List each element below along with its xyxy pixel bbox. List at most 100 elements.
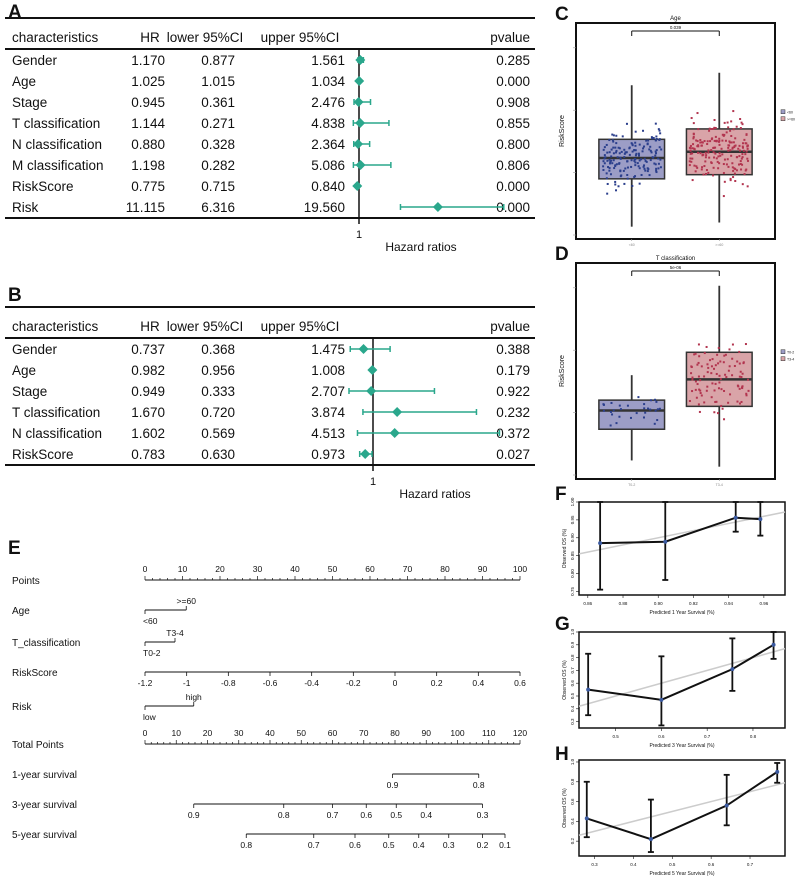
axis-tick-label: 0.4 [472,678,484,688]
data-point [643,164,646,167]
x-tick-label: 0.5 [612,734,619,739]
column-header: upper 95%CI [261,319,340,334]
data-point [636,162,639,165]
data-point [732,110,735,113]
data-point [645,139,648,142]
data-point [689,157,692,160]
data-point [721,407,724,410]
data-point [651,137,654,140]
table-cell: 0.232 [496,405,530,420]
data-point [736,400,739,403]
plot-frame [578,631,786,729]
data-point [740,168,743,171]
table-cell: 0.000 [496,74,530,89]
box-0 [598,399,666,430]
data-point [646,407,649,410]
data-point [724,373,727,376]
data-point [733,145,736,148]
column-header: characteristics [12,30,99,45]
data-point [696,383,699,386]
hr-diamond [366,386,377,396]
row-label: N classification [12,137,102,152]
data-point [746,157,749,160]
data-point [738,402,741,405]
y-tick-label: 0.6 [570,798,575,805]
data-point [609,162,612,165]
data-point [659,158,662,161]
y-tick-label: 0.95 [570,515,575,524]
data-point [658,146,661,149]
data-point [727,144,730,147]
calibration-point [733,515,738,520]
data-point [699,152,702,155]
data-point [705,169,708,172]
x-tick-label: <60 [629,243,635,247]
data-point [711,382,714,385]
data-point [614,146,617,149]
axis-tick-label: 10 [172,728,182,738]
legend-label: >=60 [787,118,795,122]
data-point [744,343,747,346]
ideal-line [578,782,786,836]
data-point [619,157,622,160]
data-point [610,401,613,404]
table-cell: 0.000 [496,179,530,194]
axis-tick-label: 0.1 [499,840,511,850]
data-point [707,151,710,154]
row-label: RiskScore [12,179,74,194]
data-point [704,172,707,175]
panel-label-f: F [555,484,567,505]
row-label: Age [12,74,36,89]
data-point [689,147,692,150]
data-point [643,407,646,410]
hr-diamond [353,97,364,107]
data-point [630,165,633,168]
table-cell: 0.783 [131,447,165,462]
data-point [608,158,611,161]
x-tick-label: 0.94 [724,601,733,606]
plot-frame [575,22,776,240]
data-point [658,407,661,410]
data-point [726,158,729,161]
table-cell: 0.328 [201,137,235,152]
data-point [697,361,700,364]
axis-tick-label: 0.8 [278,810,290,820]
hr-diamond [354,76,365,86]
axis-tick-label: 0.2 [431,678,443,688]
data-point [615,149,618,152]
table-cell: 2.476 [311,95,345,110]
legend-swatch [780,356,786,361]
data-point [729,129,732,132]
data-point [648,148,651,151]
data-point [615,142,618,145]
data-point [602,409,605,412]
data-point [689,152,692,155]
data-point [602,168,605,171]
data-point [602,403,605,406]
axis-tick-label: 0.2 [477,840,489,850]
data-point [739,118,742,121]
data-point [615,151,618,154]
data-point [706,385,709,388]
data-point [691,157,694,160]
table-cell: 0.715 [201,179,235,194]
data-point [706,371,709,374]
y-tick-label: 0.4 [570,705,575,712]
data-point [714,382,717,385]
table-cell: 1.144 [131,116,165,131]
data-point [711,358,714,361]
plot-title: T classification [656,256,695,262]
legend-swatch [780,109,786,114]
data-point [655,169,658,172]
data-point [720,388,723,391]
axis-tick-label: 10 [178,564,188,574]
axis-tick-label: 80 [390,728,400,738]
axis-tick-label: 0.8 [473,780,485,790]
data-point [697,403,700,406]
table-cell: 0.855 [496,116,530,131]
data-point [688,399,691,402]
data-point [745,150,748,153]
table-cell: 11.115 [126,200,165,215]
data-point [728,365,731,368]
data-point [655,400,658,403]
